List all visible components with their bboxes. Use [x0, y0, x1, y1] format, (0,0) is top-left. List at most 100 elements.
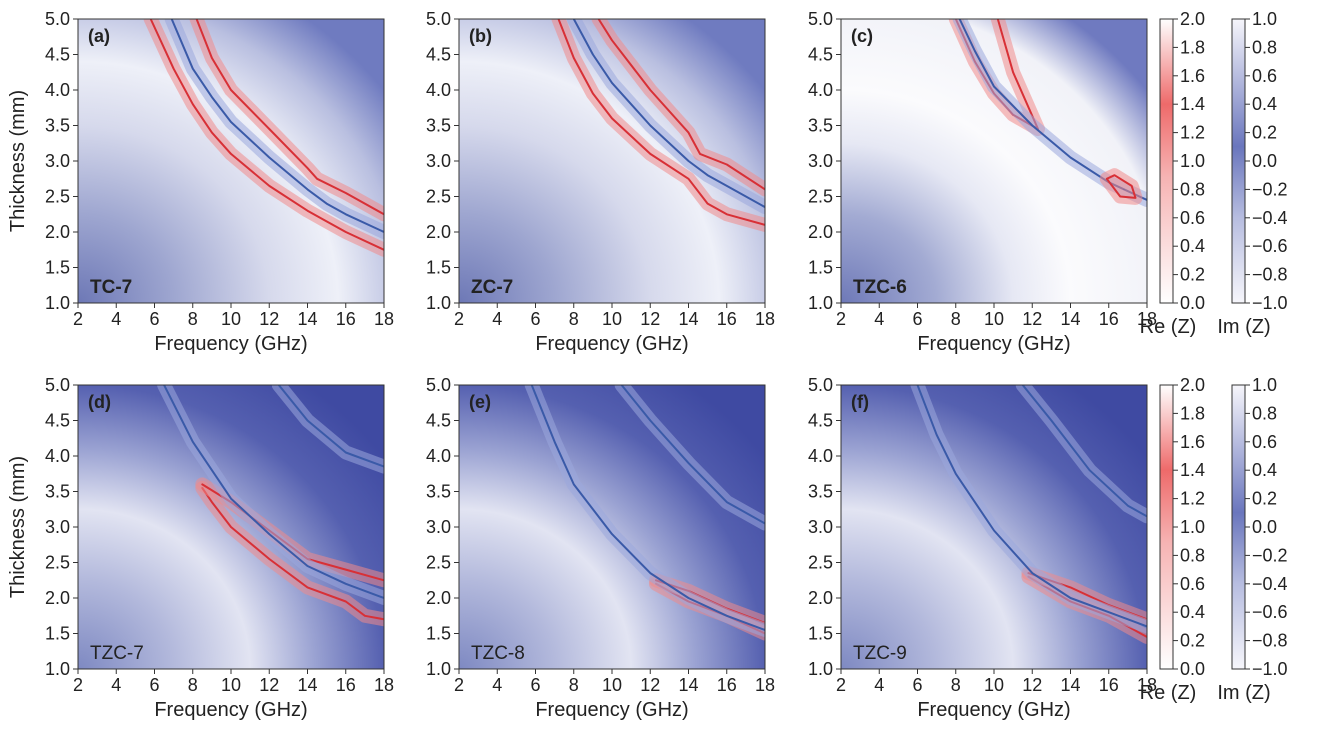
y-tick-label: 2.0: [45, 222, 70, 242]
colorbar-strip: [1231, 18, 1246, 304]
x-tick-label: 10: [602, 675, 622, 695]
colorbar-tick-label: 0.6: [1252, 66, 1277, 86]
colorbar-tick-label: −0.2: [1252, 179, 1288, 199]
contour-line-blue: [1021, 385, 1147, 518]
contour-group: [910, 385, 1147, 644]
contour-line-red: [1105, 174, 1137, 199]
x-tick-label: 16: [336, 675, 356, 695]
contour-line-blue: [170, 19, 384, 233]
x-tick-label: 16: [1099, 675, 1119, 695]
colorbar-label: Re (Z): [1140, 316, 1197, 338]
x-tick-label: 14: [297, 309, 317, 329]
colorbar-tick-label: 0.0: [1252, 151, 1277, 171]
y-tick-label: 3.5: [808, 482, 833, 502]
y-tick-label: 3.0: [426, 151, 451, 171]
y-tick-label: 4.5: [45, 411, 70, 431]
contour-group: [948, 19, 1147, 207]
x-tick-label: 10: [984, 675, 1004, 695]
x-tick-label: 14: [1060, 675, 1080, 695]
x-axis-label: Frequency (GHz): [154, 699, 307, 721]
x-tick-label: 4: [492, 675, 502, 695]
panel-label: (f): [851, 392, 869, 412]
panel-label: (b): [469, 26, 492, 46]
colorbar-tick-label: 0.4: [1252, 460, 1277, 480]
y-tick-label: 3.0: [808, 151, 833, 171]
contour-line-red: [557, 19, 765, 226]
x-tick-label: 14: [297, 675, 317, 695]
sample-label: TZC-8: [471, 643, 525, 664]
colorbar-tick-label: −0.8: [1252, 631, 1288, 651]
colorbar-tick-label: 0.4: [1252, 94, 1277, 114]
x-tick-label: 4: [874, 309, 884, 329]
y-tick-label: 2.5: [45, 187, 70, 207]
x-tick-label: 12: [1022, 675, 1042, 695]
contour-line-blue: [916, 385, 1147, 628]
panel-label: (a): [88, 26, 110, 46]
contour-group: [551, 19, 765, 232]
colorbar-tick-label: 0.0: [1180, 293, 1205, 313]
colorbar-tick-label: 1.2: [1180, 489, 1205, 509]
colorbar-tick-label: −1.0: [1252, 293, 1288, 313]
panel-e: 2 4 6 8 10 12 14 16 18 1.0 1.5 2.0 2.5 3.0 3.5 4.0 4.5 5.…: [426, 375, 775, 721]
colorbar-strip: [1159, 18, 1174, 304]
colorbar-tick-label: 1.0: [1180, 151, 1205, 171]
y-tick-label: 1.0: [426, 293, 451, 313]
y-tick-label: 3.0: [45, 517, 70, 537]
colorbar-im-1: 1.0 0.8 0.6 0.4 0.2 0.0 −0.2 −0.4 −0.6 −0.8 −1.0 Im…: [1217, 9, 1287, 338]
panel-label: (e): [469, 392, 491, 412]
x-tick-label: 6: [149, 309, 159, 329]
y-tick-label: 2.0: [45, 588, 70, 608]
colorbar-tick-label: 0.8: [1252, 37, 1277, 57]
colorbar-tick-label: 1.0: [1252, 9, 1277, 29]
colorbar-tick-label: 0.6: [1252, 432, 1277, 452]
colorbar-label: Im (Z): [1217, 316, 1270, 338]
colorbar-tick-label: 1.0: [1252, 375, 1277, 395]
y-tick-label: 2.5: [808, 187, 833, 207]
y-tick-label: 3.5: [45, 116, 70, 136]
colorbar-tick-label: 1.6: [1180, 432, 1205, 452]
contour-group: [143, 19, 384, 257]
x-tick-label: 2: [73, 309, 83, 329]
y-tick-label: 2.0: [808, 222, 833, 242]
colorbar-tick-label: 2.0: [1180, 9, 1205, 29]
contour-line-blue: [572, 19, 765, 209]
y-tick-label: 1.5: [45, 624, 70, 644]
panels: 2 4 6 8 10 12 14 16 18 1.0 1.5 2.0 2.5 3.0 3.5 4.0 4.5 5.…: [7, 9, 1157, 721]
colorbar-tick-label: 0.6: [1180, 208, 1205, 228]
contour-line-red: [149, 19, 384, 251]
x-tick-label: 16: [717, 675, 737, 695]
y-tick-label: 4.5: [426, 45, 451, 65]
y-tick-label: 3.0: [45, 151, 70, 171]
contour-line-blue: [530, 385, 765, 631]
y-tick-label: 1.5: [426, 258, 451, 278]
x-tick-label: 10: [221, 309, 241, 329]
y-tick-label: 4.0: [45, 446, 70, 466]
colorbar-tick-label: 0.4: [1180, 236, 1205, 256]
y-tick-label: 4.5: [808, 411, 833, 431]
y-tick-label: 2.0: [808, 588, 833, 608]
x-axis-label: Frequency (GHz): [917, 333, 1070, 355]
colorbar-tick-label: 1.6: [1180, 66, 1205, 86]
colorbar-tick-label: 0.8: [1180, 179, 1205, 199]
colorbar-tick-label: −0.4: [1252, 208, 1288, 228]
contour-group: [524, 385, 765, 641]
colorbar-tick-label: 1.8: [1180, 37, 1205, 57]
colorbar-tick-label: 1.8: [1180, 403, 1205, 423]
x-tick-label: 14: [678, 309, 698, 329]
x-tick-label: 12: [259, 675, 279, 695]
y-tick-label: 2.5: [426, 187, 451, 207]
x-tick-label: 12: [259, 309, 279, 329]
y-tick-label: 3.5: [45, 482, 70, 502]
colorbar-label: Im (Z): [1217, 682, 1270, 704]
y-axis-label: Thickness (mm): [7, 456, 29, 598]
y-tick-label: 2.5: [808, 553, 833, 573]
y-tick-label: 2.0: [426, 222, 451, 242]
colorbar-tick-label: 2.0: [1180, 375, 1205, 395]
y-tick-label: 1.0: [808, 659, 833, 679]
panel-f: 2 4 6 8 10 12 14 16 18 1.0 1.5 2.0 2.5 3.0 3.5 4.0 4.5 5.…: [808, 375, 1157, 721]
contour-line-red: [597, 19, 765, 191]
colorbar-tick-label: 0.2: [1252, 123, 1277, 143]
y-tick-label: 3.5: [426, 116, 451, 136]
x-tick-label: 6: [530, 309, 540, 329]
contour-line-blue: [277, 385, 384, 468]
